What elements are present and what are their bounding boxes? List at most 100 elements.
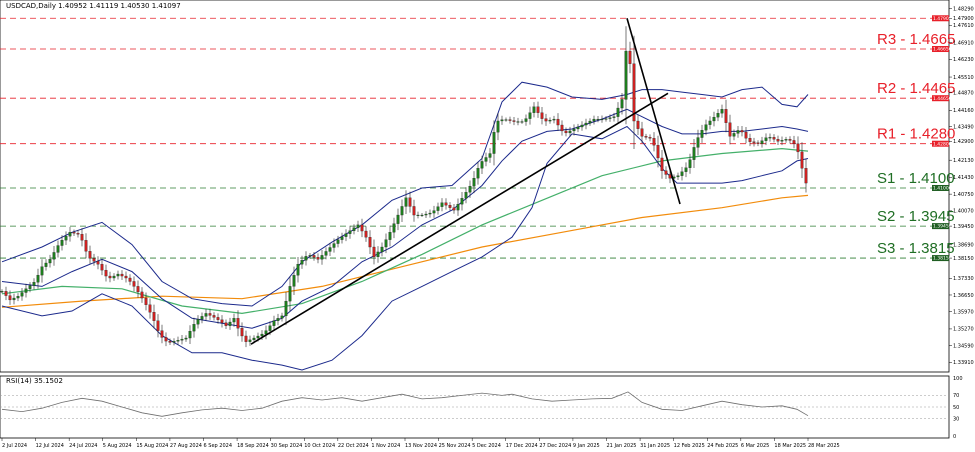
candle-body — [800, 151, 804, 169]
candle-body — [692, 147, 696, 160]
candle-body — [0, 291, 4, 293]
candle-body — [456, 204, 460, 211]
y-tick-label: 1.35970 — [953, 310, 974, 316]
candle-body — [228, 321, 232, 326]
candle-body — [268, 325, 272, 331]
candle-body — [40, 266, 44, 276]
candle-body — [736, 130, 740, 134]
candle-body — [416, 214, 420, 216]
candle-body — [424, 213, 428, 216]
candle-body — [336, 239, 340, 244]
level-tag-4 — [932, 223, 949, 230]
candle-body — [532, 106, 536, 113]
y-tick-label: 1.44160 — [953, 108, 974, 114]
candle-body — [476, 168, 480, 179]
candle-body — [20, 292, 24, 297]
candle-body — [440, 202, 444, 207]
trendline-down — [626, 18, 681, 205]
candle-body — [68, 232, 72, 237]
candle-body — [212, 315, 216, 318]
x-tick-label: 15 Aug 2024 — [136, 443, 168, 449]
candle-body — [348, 230, 352, 234]
candle-body — [184, 337, 188, 340]
candle-body — [76, 233, 80, 235]
x-tick-label: 9 Jan 2025 — [573, 443, 600, 449]
candle-body — [732, 133, 736, 137]
candle-body — [804, 168, 808, 184]
level-label-1: R2 - 1.4465 — [877, 80, 955, 97]
candle-body — [112, 275, 116, 279]
candle-body — [180, 338, 184, 341]
candle-body — [604, 118, 608, 120]
candle-body — [120, 273, 124, 277]
candle-body — [80, 234, 84, 241]
candle-body — [552, 118, 556, 121]
candle-body — [404, 197, 408, 207]
candle-body — [616, 107, 620, 117]
candle-body — [260, 333, 264, 337]
candle-body — [728, 122, 732, 137]
candle-body — [224, 322, 228, 326]
candle-body — [256, 335, 260, 339]
candle-body — [328, 247, 332, 252]
candle-body — [564, 130, 568, 134]
bollinger-lower — [1, 125, 809, 371]
rsi-tick-label: 100 — [953, 376, 963, 382]
candle-body — [656, 145, 660, 159]
candle-body — [448, 205, 452, 208]
candle-body — [480, 161, 484, 169]
y-tick-label: 1.35270 — [953, 327, 974, 333]
candle-body — [172, 341, 176, 343]
y-tick-label: 1.39450 — [953, 224, 974, 230]
level-label-4: S2 - 1.3945 — [877, 208, 955, 225]
candle-body — [188, 330, 192, 339]
x-tick-label: 31 Jan 2025 — [640, 443, 670, 449]
candle-body — [540, 112, 544, 119]
candle-body — [452, 207, 456, 211]
candle-body — [140, 291, 144, 299]
level-tag-top-text: 1.47900 — [933, 16, 952, 22]
bollinger-mid — [1, 108, 809, 329]
level-label-3: S1 - 1.4100 — [877, 170, 955, 187]
candle-body — [208, 313, 212, 316]
candle-body — [464, 192, 468, 199]
candle-body — [100, 264, 104, 271]
candle-body — [768, 137, 772, 139]
level-tag-2 — [932, 140, 949, 147]
candle-body — [792, 140, 796, 144]
y-tick-label: 1.33910 — [953, 360, 974, 366]
y-tick-label: 1.47900 — [953, 16, 974, 22]
candle-body — [444, 202, 448, 206]
candle-body — [508, 119, 512, 121]
x-tick-label: 27 Aug 2024 — [170, 443, 202, 449]
candle-body — [220, 319, 224, 323]
x-tick-label: 5 Aug 2024 — [103, 443, 132, 449]
candle-body — [360, 224, 364, 232]
y-tick-label: 1.38690 — [953, 243, 974, 249]
candle-body — [548, 119, 552, 122]
candle-body — [560, 124, 564, 132]
candle-body — [588, 120, 592, 124]
candle-body — [36, 274, 40, 283]
candle-body — [52, 252, 56, 260]
candle-body — [288, 286, 292, 302]
x-tick-label: 17 Dec 2024 — [506, 443, 538, 449]
candle-body — [368, 237, 372, 248]
rsi-header: RSI(14) 35.1502 — [6, 377, 63, 385]
candle-body — [64, 236, 68, 241]
candle-body — [388, 232, 392, 240]
candle-body — [72, 232, 76, 234]
x-tick-label: 6 Sep 2024 — [204, 443, 233, 449]
x-tick-label: 12 Feb 2025 — [674, 443, 705, 449]
level-tag-text-1: 1.44650 — [933, 96, 952, 102]
candle-body — [8, 295, 12, 301]
candle-body — [88, 251, 92, 259]
candle-body — [232, 318, 236, 323]
candle-body — [400, 206, 404, 216]
candle-body — [760, 140, 764, 144]
candle-body — [344, 233, 348, 237]
candle-body — [296, 264, 300, 276]
candle-body — [756, 142, 760, 144]
candle-body — [504, 119, 508, 121]
candle-body — [168, 340, 172, 343]
